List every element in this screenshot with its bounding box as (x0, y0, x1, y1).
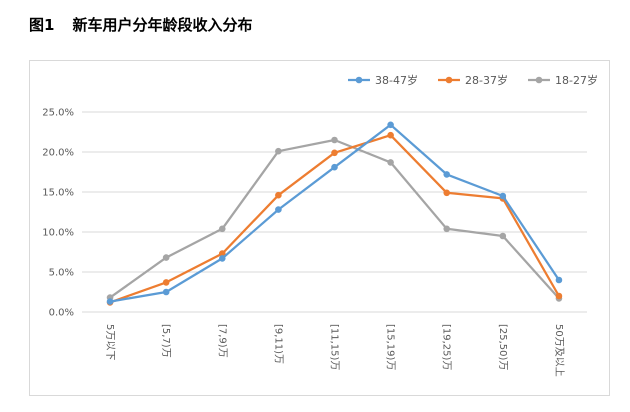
x-tick-label: [25,50)万 (497, 324, 508, 370)
figure-number: 图1 (29, 16, 55, 34)
data-point (443, 225, 451, 233)
data-point (218, 255, 226, 262)
legend-label: 28-37岁 (465, 73, 508, 87)
legend-swatch-marker (355, 76, 363, 84)
series-line (109, 134, 560, 304)
data-point (555, 292, 563, 300)
chart-panel: 0.0% 5.0% 10.0% 15.0% 20.0% 25.0% 5万以下 [5,7)万 [7… (29, 60, 610, 396)
legend-label: 38-47岁 (375, 73, 418, 87)
data-point (162, 288, 170, 296)
data-point (331, 136, 338, 144)
y-tick-label: 15.0% (42, 188, 74, 199)
y-tick-label: 20.0% (42, 148, 74, 159)
data-point (218, 225, 226, 233)
data-point (331, 163, 338, 171)
data-point (443, 171, 451, 178)
legend-swatch-marker (535, 76, 543, 84)
data-point (275, 191, 282, 199)
y-tick-label: 25.0% (42, 108, 74, 119)
x-tick-label: 50万及以上 (553, 324, 565, 377)
data-point (387, 131, 394, 139)
legend-label: 18-27岁 (555, 73, 598, 87)
data-point (275, 147, 282, 155)
x-tick-label: [19,25)万 (441, 324, 452, 370)
x-tick-label: [15,19)万 (385, 324, 396, 370)
data-point (499, 232, 507, 240)
x-tick-label: 5万以下 (104, 324, 115, 360)
y-tick-label: 0.0% (49, 308, 74, 319)
data-point (499, 192, 507, 200)
data-point (106, 298, 114, 305)
data-point (162, 279, 170, 286)
y-tick-label: 5.0% (49, 268, 74, 279)
figure-caption: 新车用户分年龄段收入分布 (72, 16, 253, 34)
y-tick-label: 10.0% (42, 228, 74, 239)
data-point (275, 206, 282, 213)
data-point (387, 121, 394, 129)
x-tick-label: [7,9)万 (216, 324, 227, 358)
legend-swatch-marker (445, 76, 453, 84)
x-tick-label: [5,7)万 (160, 324, 171, 358)
data-point (162, 254, 170, 261)
data-point (443, 189, 451, 197)
x-tick-label: [9,11)万 (272, 324, 283, 364)
data-point (218, 250, 226, 257)
data-point (331, 149, 338, 157)
series-line (109, 138, 560, 300)
data-point (555, 276, 563, 284)
figure-title: 图1 新车用户分年龄段收入分布 (29, 14, 252, 35)
x-tick-label: [11,15)万 (329, 324, 340, 370)
data-point (387, 159, 394, 166)
line-chart: 0.0% 5.0% 10.0% 15.0% 20.0% 25.0% 5万以下 [5,7)万 [7… (42, 73, 598, 377)
